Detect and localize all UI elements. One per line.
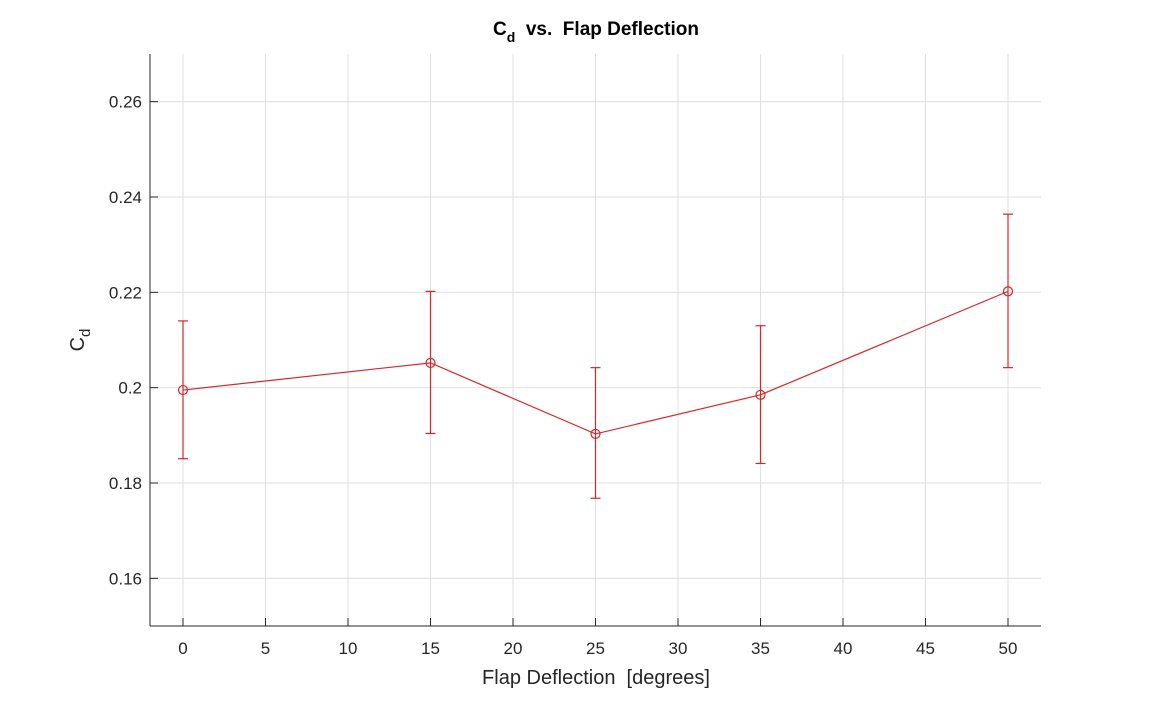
data-point bbox=[590, 428, 601, 440]
x-tick-label: 35 bbox=[751, 639, 770, 658]
chart-title: Cd vs. Flap Deflection bbox=[493, 19, 699, 45]
y-tick-label: 0.24 bbox=[109, 188, 142, 207]
x-tick-label: 30 bbox=[669, 639, 688, 658]
series bbox=[177, 286, 1014, 440]
chart-title-sub: d bbox=[507, 29, 516, 45]
y-tick-label: 0.22 bbox=[109, 283, 142, 302]
x-tick-label: 10 bbox=[339, 639, 358, 658]
y-axis-label-sub: d bbox=[77, 329, 94, 337]
x-tick-label: 25 bbox=[586, 639, 605, 658]
x-tick-label: 50 bbox=[999, 639, 1018, 658]
y-axis-label: Cd bbox=[67, 329, 94, 352]
x-tick-label: 0 bbox=[178, 639, 187, 658]
y-tick-label: 0.2 bbox=[118, 379, 142, 398]
x-axis-label: Flap Deflection [degrees] bbox=[482, 667, 710, 689]
x-tick-label: 20 bbox=[504, 639, 523, 658]
x-tick-label: 40 bbox=[834, 639, 853, 658]
x-tick-label: 45 bbox=[916, 639, 935, 658]
x-tick-label: 15 bbox=[421, 639, 440, 658]
x-ticks: 0 5 10 15 20 25 30 35 40 45 50 bbox=[178, 618, 1017, 658]
data-point bbox=[425, 357, 436, 368]
data-point bbox=[1002, 286, 1014, 297]
series-line bbox=[182, 290, 1009, 435]
y-tick-label: 0.18 bbox=[109, 474, 142, 493]
y-ticks: 0.16 0.18 0.2 0.22 0.24 0.26 bbox=[109, 93, 158, 588]
x-tick-label: 5 bbox=[261, 639, 270, 658]
chart-title-rest: vs. Flap Deflection bbox=[515, 19, 699, 40]
data-point bbox=[755, 389, 766, 400]
chart-title-main: C bbox=[493, 19, 507, 40]
y-tick-label: 0.16 bbox=[109, 569, 142, 588]
data-point bbox=[177, 384, 189, 396]
y-axis-label-main: C bbox=[67, 337, 89, 351]
y-tick-label: 0.26 bbox=[109, 93, 142, 112]
grid bbox=[150, 54, 1041, 626]
